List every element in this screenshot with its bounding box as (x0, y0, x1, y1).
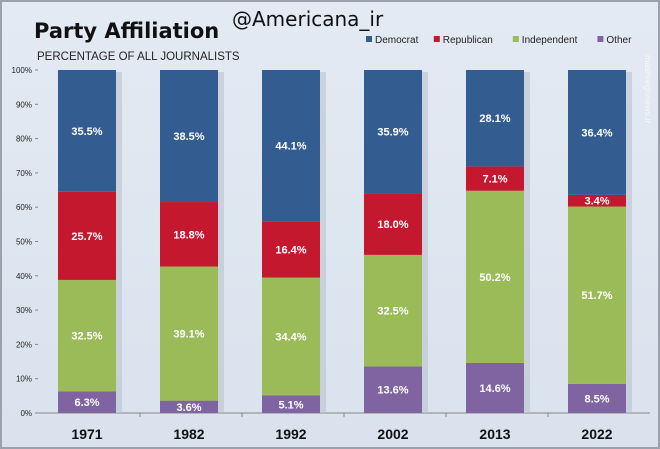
y-tick-label: 90% (16, 100, 32, 109)
bar-republican-2002 (364, 193, 422, 255)
data-label: 6.3% (74, 397, 99, 409)
bar-independent-1992 (262, 277, 320, 396)
data-label: 50.2% (479, 272, 510, 284)
y-tick-label: 70% (16, 169, 32, 178)
bar-republican-1982 (160, 202, 218, 267)
legend-label: Other (606, 35, 632, 46)
x-category-label: 2022 (581, 426, 612, 442)
bar-republican-1992 (262, 221, 320, 278)
watermark: mashreghnews.ir (643, 55, 653, 124)
bar-republican-2013 (466, 166, 524, 191)
x-category-label: 2013 (479, 426, 510, 442)
data-label: 51.7% (581, 290, 612, 302)
data-label: 18.0% (377, 219, 408, 231)
bar-democrat-1992 (262, 70, 320, 222)
data-label: 14.6% (479, 383, 510, 395)
data-label: 25.7% (71, 231, 102, 243)
bar-independent-2002 (364, 254, 422, 367)
data-label: 3.4% (584, 196, 609, 208)
x-category-label: 2002 (377, 426, 408, 442)
overlay-handle: @Americana_ir (232, 7, 384, 31)
data-label: 13.6% (377, 385, 408, 397)
bars: 6.3% 32.5% 25.7% 35.5% 1971 3.6% 39.1% 18.8% 38.… (58, 70, 632, 442)
y-tick-label: 10% (16, 375, 32, 384)
legend-swatch (597, 36, 604, 42)
bar-other-2013 (466, 362, 524, 413)
bar-republican-2022 (568, 194, 626, 207)
bar-republican-1971 (58, 191, 116, 280)
bar-democrat-1982 (160, 70, 218, 203)
data-label: 35.9% (377, 127, 408, 139)
data-label: 34.4% (275, 332, 306, 344)
data-label: 3.6% (176, 402, 201, 414)
chart-title: Party Affiliation (34, 19, 219, 43)
bar-other-1971 (58, 391, 116, 413)
bar-other-2022 (568, 383, 626, 413)
data-label: 18.8% (173, 229, 204, 241)
bar-independent-1971 (58, 279, 116, 392)
chart-subtitle: PERCENTAGE OF ALL JOURNALISTS (37, 51, 240, 63)
data-label: 16.4% (275, 244, 306, 256)
y-tick-label: 100% (12, 66, 32, 75)
data-label: 44.1% (275, 141, 306, 153)
legend-label: Independent (522, 35, 578, 46)
bar-democrat-1971 (58, 70, 116, 192)
bar-independent-1982 (160, 266, 218, 401)
y-tick-label: 30% (16, 306, 32, 315)
y-tick-label: 50% (16, 238, 32, 247)
x-category-label: 1992 (275, 426, 306, 442)
y-tick-label: 80% (16, 135, 32, 144)
bar-other-1992 (262, 395, 320, 413)
data-label: 5.1% (278, 399, 303, 411)
data-label: 35.5% (71, 126, 102, 138)
x-category-label: 1982 (173, 426, 204, 442)
bar-democrat-2002 (364, 70, 422, 194)
data-label: 39.1% (173, 329, 204, 341)
data-label: 32.5% (71, 331, 102, 343)
bar-democrat-2022 (568, 70, 626, 195)
bar-other-2002 (364, 366, 422, 413)
y-tick-label: 20% (16, 340, 32, 349)
x-category-label: 1971 (71, 426, 102, 442)
legend-label: Republican (443, 35, 493, 46)
bar-other-1982 (160, 400, 218, 413)
legend-swatch (433, 36, 440, 42)
y-tick-label: 0% (20, 409, 32, 418)
y-tick-label: 40% (16, 272, 32, 281)
data-label: 8.5% (584, 393, 609, 405)
data-label: 32.5% (377, 306, 408, 318)
bar-independent-2013 (466, 190, 524, 363)
legend-label: Democrat (375, 35, 419, 46)
data-label: 28.1% (479, 113, 510, 125)
bar-democrat-2013 (466, 70, 524, 167)
legend-item-democrat: Democrat (366, 35, 419, 46)
legend-item-republican: Republican (433, 35, 493, 46)
y-tick-label: 60% (16, 203, 32, 212)
data-label: 38.5% (173, 131, 204, 143)
data-label: 7.1% (482, 174, 507, 186)
legend-item-independent: Independent (512, 35, 578, 46)
bar-independent-2022 (568, 206, 626, 384)
y-axis: 0% 10% 20% 30% 40% 50% 60% 70% 80% 90% 100% (12, 66, 650, 418)
data-label: 36.4% (581, 127, 612, 139)
legend-item-other: Other (597, 35, 632, 46)
legend-swatch (512, 36, 519, 42)
legend-swatch (366, 36, 372, 42)
legend: Democrat Republican Independent Other (366, 35, 632, 46)
